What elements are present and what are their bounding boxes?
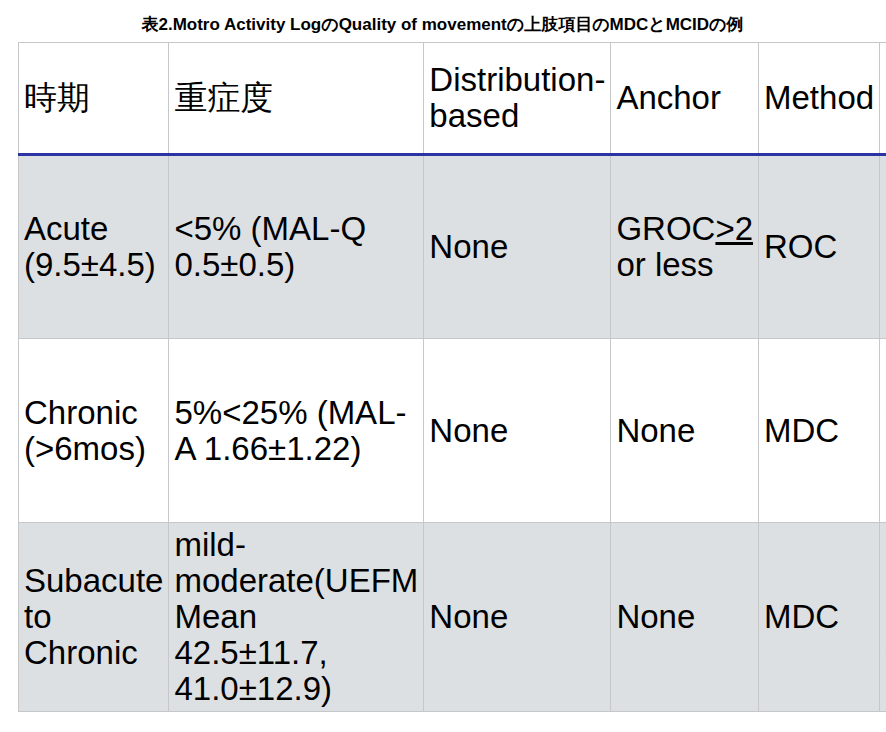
cell-method: MDC (759, 523, 880, 712)
document-page: 表2.Motro Activity LogのQuality of movemen… (0, 0, 886, 732)
header-cell-anchor: Anchor (611, 43, 759, 155)
header-cell-severity: 重症度 (169, 43, 424, 155)
header-cell-distribution-based: Distribution-based (424, 43, 611, 155)
cell-distribution-based: None (424, 339, 611, 523)
anchor-text-underlined: >2 (715, 210, 753, 247)
table-caption: 表2.Motro Activity LogのQuality of movemen… (18, 0, 867, 36)
table-row-acute: Acute (9.5±4.5) <5% (MAL-Q 0.5±0.5) None… (19, 155, 886, 339)
header-row: 時期 重症度 Distribution-based Anchor Method … (19, 43, 886, 155)
mdc-mcid-table: 時期 重症度 Distribution-based Anchor Method … (18, 42, 886, 712)
cell-severity: 5%<25% (MAL-A 1.66±1.22) (169, 339, 424, 523)
cell-period: Chronic (>6mos) (19, 339, 169, 523)
cell-severity: mild-moderate(UEFM Mean 42.5±11.7, 41.0±… (169, 523, 424, 712)
cell-method: ROC (759, 155, 880, 339)
cell-period: Acute (9.5±4.5) (19, 155, 169, 339)
cell-anchor: None (611, 523, 759, 712)
anchor-text-prefix: GROC (616, 210, 715, 247)
header-cell-method: Method (759, 43, 880, 155)
header-cell-period: 時期 (19, 43, 169, 155)
cell-mcid: 1.0-1.1 (880, 155, 886, 339)
cell-distribution-based: None (424, 523, 611, 712)
cell-distribution-based: None (424, 155, 611, 339)
cell-mcid: MDC 90: 0.77 (880, 523, 886, 712)
cell-anchor: GROC>2 or less (611, 155, 759, 339)
cell-period: Subacute to Chronic (19, 523, 169, 712)
cell-mcid: 0.6 to 0.75 (880, 339, 886, 523)
cell-severity: <5% (MAL-Q 0.5±0.5) (169, 155, 424, 339)
anchor-text-suffix: or less (616, 246, 713, 283)
cell-method: MDC (759, 339, 880, 523)
header-cell-mcid: MCID (880, 43, 886, 155)
table-row-subacute-chronic: Subacute to Chronic mild-moderate(UEFM M… (19, 523, 886, 712)
table-row-chronic: Chronic (>6mos) 5%<25% (MAL-A 1.66±1.22)… (19, 339, 886, 523)
cell-anchor: None (611, 339, 759, 523)
